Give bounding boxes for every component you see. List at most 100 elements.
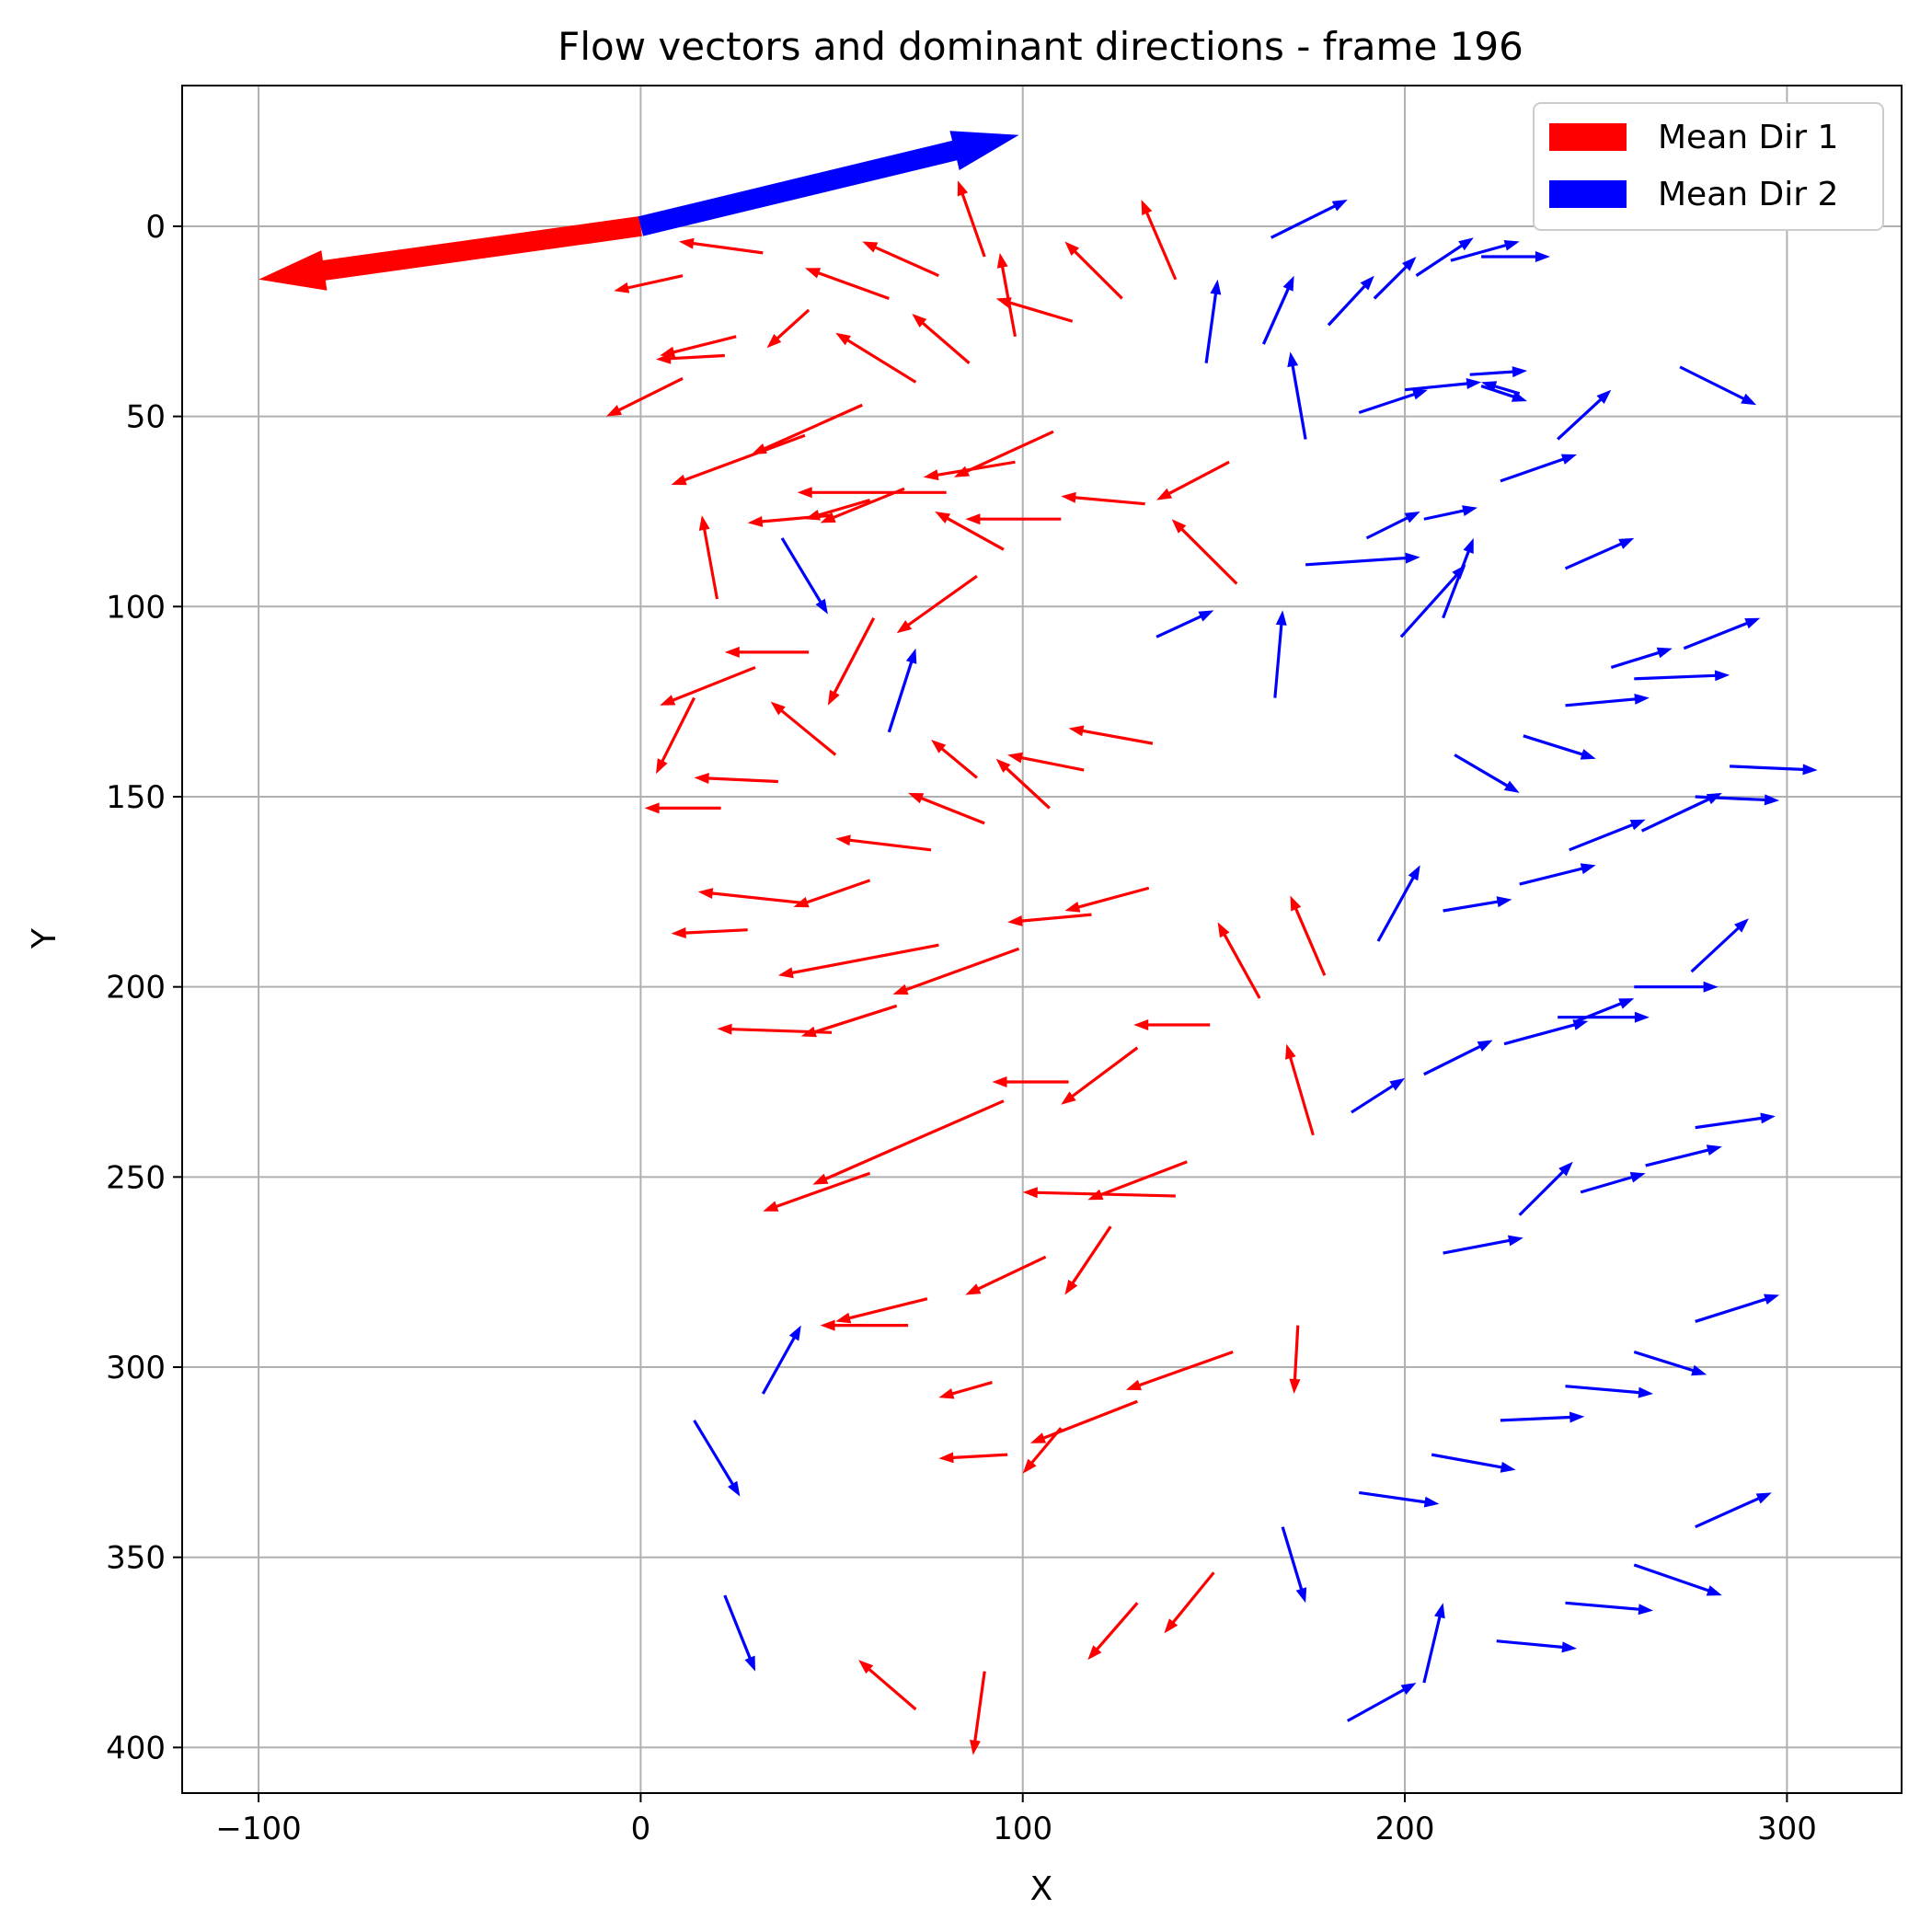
- blue-flow-vector: [1469, 366, 1527, 378]
- red-flow-vector: [1022, 1187, 1176, 1199]
- legend-swatch-mean-dir-1: [1549, 123, 1627, 151]
- red-flow-vector: [797, 487, 947, 499]
- blue-flow-vector: [1558, 1011, 1650, 1023]
- y-tick-label: 400: [106, 1730, 166, 1766]
- red-flow-vector: [656, 696, 696, 775]
- blue-flow-vector: [1576, 998, 1635, 1023]
- red-flow-vector: [862, 241, 939, 278]
- red-flow-vector: [1022, 1427, 1063, 1474]
- blue-flow-vector: [1450, 240, 1520, 262]
- blue-flow-vector: [1281, 1526, 1307, 1604]
- blue-flow-vector: [1481, 251, 1550, 262]
- blue-flow-vector: [1695, 1492, 1772, 1529]
- blue-flow-vector: [1519, 863, 1596, 886]
- x-tick-label: 100: [993, 1811, 1052, 1847]
- plot-frame: [181, 85, 1903, 1794]
- red-flow-vector: [996, 252, 1017, 338]
- blue-flow-vector: [1633, 1563, 1722, 1596]
- blue-flow-vector: [1496, 1639, 1577, 1653]
- blue-flow-vector: [1351, 1077, 1406, 1114]
- red-flow-vector: [892, 947, 1020, 995]
- red-flow-vector: [1007, 752, 1085, 772]
- red-flow-vector: [1064, 241, 1123, 300]
- blue-flow-vector: [1423, 1040, 1493, 1076]
- red-flow-vector: [751, 403, 863, 454]
- blue-flow-vector: [1645, 1144, 1722, 1167]
- blue-flow-vector: [1327, 275, 1374, 327]
- red-flow-vector: [770, 701, 837, 756]
- blue-flow-vector: [1683, 617, 1761, 650]
- red-flow-vector: [1164, 1571, 1215, 1634]
- mean-dir-1-arrow: [259, 216, 642, 291]
- blue-flow-vector: [1580, 1172, 1646, 1194]
- y-tick-label: 100: [106, 589, 166, 626]
- red-flow-vector: [1087, 1602, 1139, 1661]
- red-flow-vector: [656, 352, 725, 364]
- red-flow-vector: [812, 1099, 1005, 1185]
- blue-flow-vector: [1518, 1161, 1573, 1216]
- blue-flow-vector: [1270, 200, 1348, 239]
- blue-flow-vector: [1640, 792, 1722, 833]
- red-flow-vector: [957, 180, 986, 258]
- red-flow-vector: [1068, 725, 1154, 745]
- red-flow-vector: [1061, 1046, 1139, 1105]
- blue-flow-vector: [1358, 389, 1428, 414]
- red-flow-vector: [970, 1671, 986, 1755]
- blue-flow-vector: [1431, 1453, 1516, 1473]
- y-tick-label: 350: [106, 1540, 166, 1577]
- red-flow-vector: [1087, 1160, 1188, 1201]
- red-flow-vector: [724, 646, 810, 658]
- blue-flow-vector: [1480, 385, 1527, 402]
- red-flow-vector: [805, 268, 890, 300]
- red-flow-vector: [992, 1076, 1069, 1087]
- blue-flow-vector: [1347, 1683, 1417, 1722]
- red-flow-vector: [1064, 886, 1150, 913]
- red-flow-vector: [1289, 1325, 1301, 1394]
- red-flow-vector: [660, 666, 756, 706]
- blue-flow-vector: [1359, 1490, 1440, 1508]
- y-axis-label: Y: [26, 927, 63, 949]
- grid-lines: [182, 86, 1902, 1793]
- y-tick-label: 250: [106, 1159, 166, 1196]
- red-flow-vector: [614, 274, 684, 293]
- blue-flow-vector: [1557, 389, 1612, 441]
- blue-flow-vector: [1565, 1601, 1653, 1616]
- blue-flow-vector: [1730, 764, 1818, 776]
- red-flow-vector: [671, 927, 748, 938]
- blue-flow-vector: [1287, 351, 1307, 440]
- red-flow-vector: [747, 513, 833, 527]
- blue-flow-vector: [1305, 552, 1420, 567]
- blue-flow-vector: [1399, 564, 1466, 638]
- blue-flow-vector: [1610, 647, 1673, 669]
- red-flow-vector: [694, 773, 778, 784]
- red-flow-vector: [820, 1319, 909, 1331]
- legend: Mean Dir 1 Mean Dir 2: [1533, 102, 1884, 231]
- red-flow-vector: [644, 802, 721, 814]
- red-flow-vector: [820, 487, 905, 523]
- red-vector-field: [606, 180, 1327, 1755]
- blue-flow-vector: [693, 1420, 741, 1497]
- blue-flow-vector: [1565, 1385, 1653, 1398]
- blue-flow-vector: [1695, 1294, 1780, 1323]
- red-flow-vector: [1171, 519, 1238, 585]
- axis-ticks: −100 0 100 200 300 0 50 100 150 200 250 300 350 400: [106, 209, 1817, 1847]
- red-flow-vector: [835, 1297, 928, 1324]
- x-axis-label: X: [1030, 1870, 1053, 1908]
- x-tick-label: 0: [631, 1811, 651, 1847]
- red-flow-vector: [766, 308, 811, 349]
- legend-label-mean-dir-2: Mean Dir 2: [1658, 176, 1838, 213]
- red-flow-vector: [908, 792, 985, 825]
- red-flow-vector: [1061, 491, 1145, 506]
- blue-flow-vector: [887, 648, 917, 733]
- blue-flow-vector: [1415, 237, 1474, 277]
- y-tick-label: 150: [106, 779, 166, 816]
- blue-flow-vector: [1679, 365, 1757, 406]
- blue-flow-vector: [1273, 610, 1287, 698]
- blue-flow-vector: [1690, 918, 1749, 973]
- red-flow-vector: [1156, 460, 1230, 500]
- red-flow-vector: [1217, 922, 1261, 999]
- red-flow-vector: [938, 1452, 1008, 1464]
- blue-flow-vector: [1633, 1351, 1707, 1376]
- red-flow-vector: [935, 512, 1005, 551]
